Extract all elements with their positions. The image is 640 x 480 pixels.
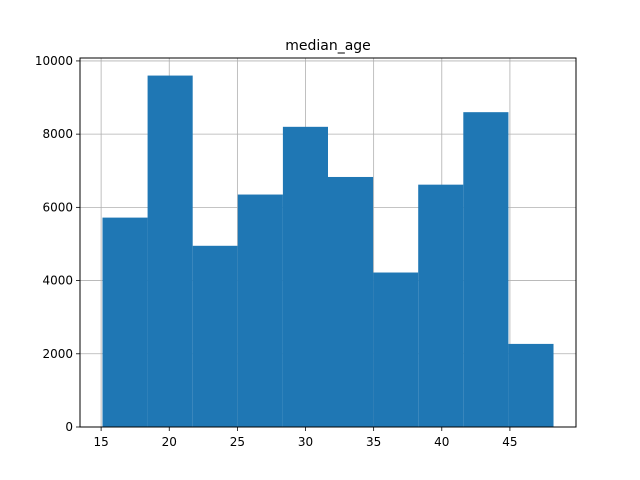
- histogram-bar: [373, 272, 419, 427]
- y-tick-label: 6000: [42, 200, 73, 214]
- histogram-bar: [282, 126, 328, 428]
- y-tick-label: 4000: [42, 274, 73, 288]
- histogram-bar: [328, 176, 374, 427]
- x-tick-label: 35: [366, 435, 381, 449]
- y-tick-label: 2000: [42, 347, 73, 361]
- y-tick-label: 0: [65, 420, 73, 434]
- x-tick-label: 20: [162, 435, 177, 449]
- histogram-bar: [192, 245, 238, 427]
- x-tick-label: 30: [298, 435, 313, 449]
- x-axis: 15 20 25 30 35 40 45: [93, 427, 518, 449]
- histogram-bar: [102, 217, 148, 427]
- x-tick-label: 40: [434, 435, 449, 449]
- histogram-bar: [147, 75, 193, 428]
- chart-title: median_age: [285, 38, 371, 54]
- histogram-bar: [237, 194, 283, 427]
- y-tick-label: 10000: [35, 54, 73, 68]
- x-tick-label: 15: [93, 435, 108, 449]
- x-tick-label: 45: [502, 435, 517, 449]
- histogram-bar: [418, 184, 464, 427]
- histogram-bar: [463, 112, 509, 427]
- y-axis: 0 2000 4000 6000 8000 10000: [35, 54, 80, 434]
- histogram-bar: [508, 343, 554, 427]
- plot-frame: [79, 57, 577, 428]
- bars: [102, 75, 554, 428]
- y-tick-label: 8000: [42, 127, 73, 141]
- x-tick-label: 25: [230, 435, 245, 449]
